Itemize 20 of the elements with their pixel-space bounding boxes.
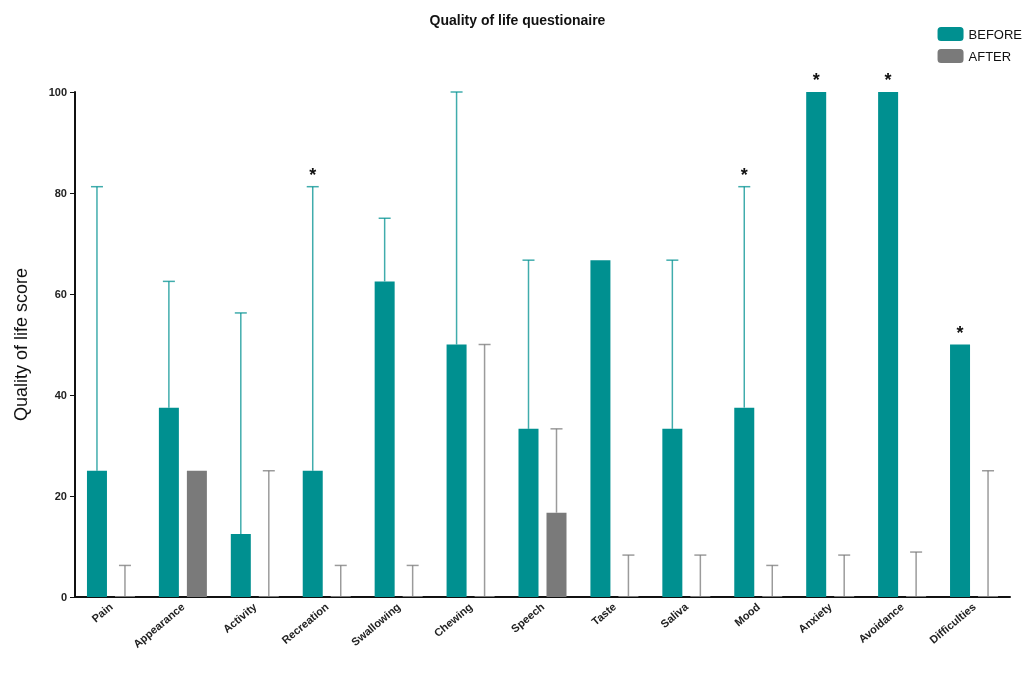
legend-label: AFTER	[968, 48, 1012, 64]
y-tick-label: 20	[54, 490, 67, 502]
y-tick-label: 40	[54, 389, 67, 401]
bar	[806, 92, 827, 597]
y-axis-title: Quality of life score	[11, 267, 31, 422]
annotation: *	[740, 164, 748, 185]
data-label: *	[956, 322, 964, 343]
bar	[186, 470, 207, 597]
y-tick-label: 80	[54, 187, 67, 199]
data-label: *	[884, 70, 892, 90]
y-tick-label: 60	[54, 288, 67, 300]
bar	[878, 92, 899, 597]
data-label: *	[812, 70, 820, 90]
y-tick-label: 0	[60, 591, 67, 603]
chart-title: Quality of life questionaire	[429, 12, 606, 28]
annotation: *	[309, 164, 317, 185]
bar	[590, 260, 611, 597]
legend-label: BEFORE	[968, 26, 1023, 42]
y-tick-label: 100	[48, 86, 67, 98]
bar	[950, 344, 971, 597]
